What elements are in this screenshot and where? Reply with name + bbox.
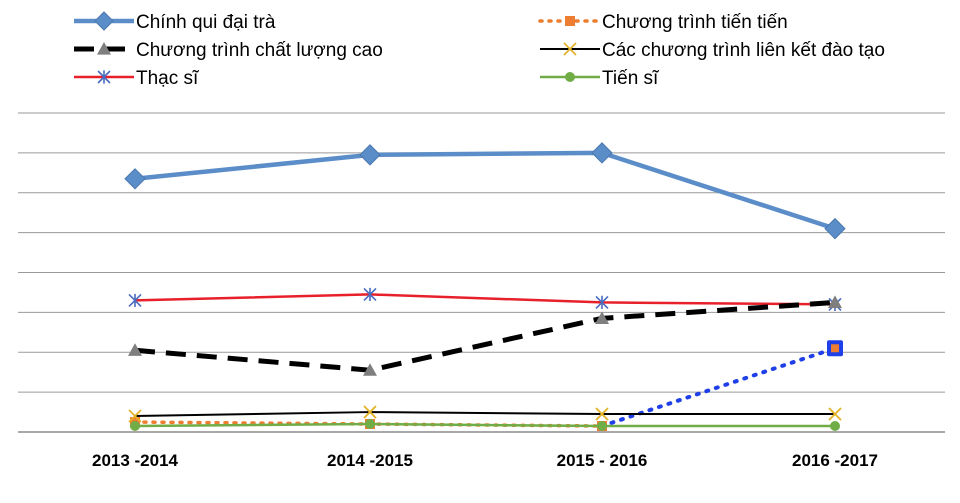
data-point — [597, 421, 607, 432]
data-point — [363, 405, 377, 419]
data-point — [363, 287, 377, 302]
legend-label: Các chương trình liên kết đào tạo — [602, 40, 885, 61]
data-point — [124, 168, 146, 190]
data-point — [363, 363, 377, 376]
data-point — [595, 407, 609, 421]
series-line — [134, 150, 836, 231]
data-point — [565, 16, 575, 26]
data-point — [365, 419, 375, 430]
data-point — [565, 72, 575, 82]
data-point — [359, 144, 381, 166]
legend-label: Chương trình chất lượng cao — [136, 40, 383, 61]
data-point — [128, 409, 142, 423]
legend-item: Chính qui đại trà — [74, 11, 276, 33]
series — [130, 340, 843, 432]
x-tick-label: 2016 -2017 — [792, 451, 878, 470]
data-point — [595, 295, 609, 310]
data-point — [130, 421, 140, 432]
legend-item: Tiến sĩ — [540, 68, 659, 89]
data-point — [591, 142, 613, 164]
legend-label: Chính qui đại trà — [136, 12, 276, 33]
series — [130, 419, 840, 432]
series-line — [134, 422, 835, 428]
series-line — [134, 299, 836, 373]
data-point — [824, 217, 846, 240]
data-point — [830, 421, 840, 432]
data-point — [128, 343, 142, 356]
x-tick-label: 2015 - 2016 — [557, 451, 648, 470]
series-layer — [124, 142, 846, 432]
data-point — [828, 407, 842, 421]
legend: Chính qui đại trà Chương trình tiến tiến C… — [74, 11, 885, 89]
data-point — [97, 70, 111, 84]
data-point — [828, 295, 842, 309]
series — [124, 142, 846, 240]
data-point — [827, 340, 843, 357]
series-line — [134, 293, 836, 306]
data-point — [563, 42, 577, 56]
data-point — [97, 42, 111, 55]
data-point — [128, 293, 142, 308]
data-point — [595, 311, 609, 324]
gridlines — [18, 112, 945, 433]
x-axis: 2013 -2014 2014 -2015 2015 - 2016 2016 -201… — [92, 451, 878, 470]
legend-label: Thạc sĩ — [136, 68, 199, 89]
series-line — [134, 411, 835, 418]
series — [128, 405, 842, 423]
legend-item: Các chương trình liên kết đào tạo — [540, 40, 885, 61]
legend-label: Chương trình tiến tiến — [602, 12, 788, 33]
x-tick-label: 2014 -2015 — [327, 451, 413, 470]
legend-label: Tiến sĩ — [602, 68, 659, 89]
legend-item: Chương trình tiến tiến — [538, 12, 788, 33]
legend-item: Thạc sĩ — [74, 68, 199, 89]
series — [128, 295, 842, 376]
data-point — [94, 11, 114, 31]
x-tick-label: 2013 -2014 — [92, 451, 179, 470]
legend-item: Chương trình chất lượng cao — [74, 40, 383, 61]
